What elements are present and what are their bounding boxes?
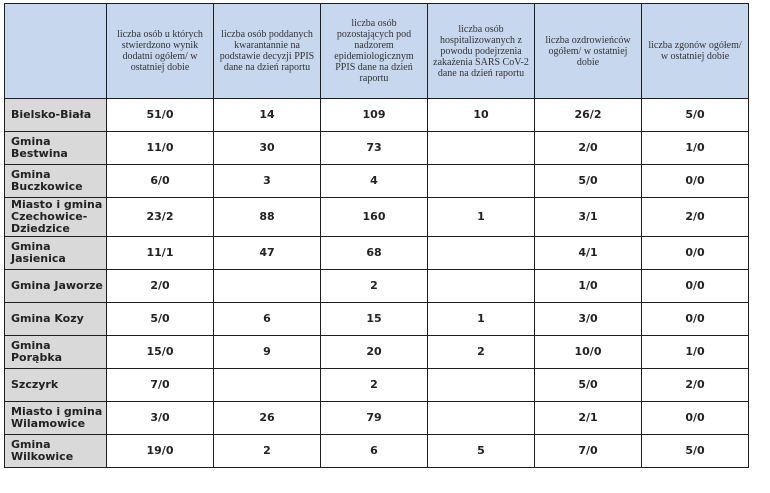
table-row: Gmina Jasienica 11/1 47 68 4/1 0/0 xyxy=(4,236,749,270)
hospitalized-cell: 1 xyxy=(427,302,535,336)
positive-cell: 2/0 xyxy=(106,269,214,303)
header-positive-cases: liczba osób u których stwierdzono wynik … xyxy=(106,3,214,99)
header-hospitalized: liczba osób hospitalizowanych z powodu p… xyxy=(427,3,535,99)
recovered-cell: 10/0 xyxy=(534,335,642,369)
deaths-cell: 2/0 xyxy=(641,197,749,237)
table-row: Gmina Bestwina 11/0 30 73 2/0 1/0 xyxy=(4,131,749,165)
table-row: Miasto i gmina Czechowice-Dziedzice 23/2… xyxy=(4,197,749,237)
municipality-name: Miasto i gmina Czechowice-Dziedzice xyxy=(4,197,107,237)
positive-cell: 5/0 xyxy=(106,302,214,336)
hospitalized-cell: 5 xyxy=(427,434,535,468)
surveillance-cell: 20 xyxy=(320,335,428,369)
header-quarantine: liczba osób poddanych kwarantannie na po… xyxy=(213,3,321,99)
surveillance-cell: 2 xyxy=(320,269,428,303)
surveillance-cell: 6 xyxy=(320,434,428,468)
municipality-name: Gmina Jasienica xyxy=(4,236,107,270)
surveillance-cell: 2 xyxy=(320,368,428,402)
deaths-cell: 5/0 xyxy=(641,434,749,468)
surveillance-cell: 4 xyxy=(320,164,428,198)
positive-cell: 6/0 xyxy=(106,164,214,198)
header-row: liczba osób u których stwierdzono wynik … xyxy=(4,3,749,99)
municipality-name: Gmina Kozy xyxy=(4,302,107,336)
positive-cell: 11/1 xyxy=(106,236,214,270)
municipality-name: Gmina Jaworze xyxy=(4,269,107,303)
quarantine-cell: 88 xyxy=(213,197,321,237)
hospitalized-cell xyxy=(427,131,535,165)
surveillance-cell: 160 xyxy=(320,197,428,237)
positive-cell: 11/0 xyxy=(106,131,214,165)
header-surveillance: liczba osób pozostających pod nadzorem e… xyxy=(320,3,428,99)
hospitalized-cell: 1 xyxy=(427,197,535,237)
deaths-cell: 1/0 xyxy=(641,335,749,369)
municipality-name: Miasto i gmina Wilamowice xyxy=(4,401,107,435)
quarantine-cell: 6 xyxy=(213,302,321,336)
hospitalized-cell xyxy=(427,269,535,303)
recovered-cell: 5/0 xyxy=(534,368,642,402)
municipality-name: Gmina Porąbka xyxy=(4,335,107,369)
surveillance-cell: 79 xyxy=(320,401,428,435)
recovered-cell: 26/2 xyxy=(534,98,642,132)
quarantine-cell: 3 xyxy=(213,164,321,198)
deaths-cell: 0/0 xyxy=(641,302,749,336)
municipality-name: Bielsko-Biała xyxy=(4,98,107,132)
recovered-cell: 2/1 xyxy=(534,401,642,435)
quarantine-cell: 9 xyxy=(213,335,321,369)
table-row: Gmina Porąbka 15/0 9 20 2 10/0 1/0 xyxy=(4,335,749,369)
surveillance-cell: 73 xyxy=(320,131,428,165)
quarantine-cell xyxy=(213,368,321,402)
recovered-cell: 2/0 xyxy=(534,131,642,165)
table-row: Bielsko-Biała 51/0 14 109 10 26/2 5/0 xyxy=(4,98,749,132)
municipality-name: Gmina Bestwina xyxy=(4,131,107,165)
header-recovered: liczba ozdrowieńców ogółem/ w ostatniej … xyxy=(534,3,642,99)
quarantine-cell: 47 xyxy=(213,236,321,270)
hospitalized-cell xyxy=(427,164,535,198)
deaths-cell: 0/0 xyxy=(641,236,749,270)
municipality-name: Szczyrk xyxy=(4,368,107,402)
hospitalized-cell xyxy=(427,401,535,435)
deaths-cell: 1/0 xyxy=(641,131,749,165)
recovered-cell: 1/0 xyxy=(534,269,642,303)
municipality-name: Gmina Wilkowice xyxy=(4,434,107,468)
hospitalized-cell: 10 xyxy=(427,98,535,132)
header-deaths: liczba zgonów ogółem/ w ostatniej dobie xyxy=(641,3,749,99)
deaths-cell: 2/0 xyxy=(641,368,749,402)
positive-cell: 19/0 xyxy=(106,434,214,468)
table-row: Gmina Jaworze 2/0 2 1/0 0/0 xyxy=(4,269,749,303)
table-row: Gmina Kozy 5/0 6 15 1 3/0 0/0 xyxy=(4,302,749,336)
surveillance-cell: 15 xyxy=(320,302,428,336)
recovered-cell: 4/1 xyxy=(534,236,642,270)
surveillance-cell: 68 xyxy=(320,236,428,270)
quarantine-cell: 14 xyxy=(213,98,321,132)
positive-cell: 3/0 xyxy=(106,401,214,435)
quarantine-cell: 2 xyxy=(213,434,321,468)
recovered-cell: 3/1 xyxy=(534,197,642,237)
municipality-name: Gmina Buczkowice xyxy=(4,164,107,198)
covid-table-container: liczba osób u których stwierdzono wynik … xyxy=(4,3,749,468)
table-row: Gmina Wilkowice 19/0 2 6 5 7/0 5/0 xyxy=(4,434,749,468)
table-row: Gmina Buczkowice 6/0 3 4 5/0 0/0 xyxy=(4,164,749,198)
deaths-cell: 0/0 xyxy=(641,164,749,198)
recovered-cell: 7/0 xyxy=(534,434,642,468)
hospitalized-cell xyxy=(427,368,535,402)
recovered-cell: 5/0 xyxy=(534,164,642,198)
table-row: Miasto i gmina Wilamowice 3/0 26 79 2/1 … xyxy=(4,401,749,435)
quarantine-cell: 26 xyxy=(213,401,321,435)
positive-cell: 51/0 xyxy=(106,98,214,132)
hospitalized-cell: 2 xyxy=(427,335,535,369)
surveillance-cell: 109 xyxy=(320,98,428,132)
recovered-cell: 3/0 xyxy=(534,302,642,336)
deaths-cell: 0/0 xyxy=(641,401,749,435)
quarantine-cell: 30 xyxy=(213,131,321,165)
positive-cell: 7/0 xyxy=(106,368,214,402)
table-row: Szczyrk 7/0 2 5/0 2/0 xyxy=(4,368,749,402)
positive-cell: 23/2 xyxy=(106,197,214,237)
deaths-cell: 5/0 xyxy=(641,98,749,132)
quarantine-cell xyxy=(213,269,321,303)
covid-stats-table: liczba osób u których stwierdzono wynik … xyxy=(4,3,749,468)
deaths-cell: 0/0 xyxy=(641,269,749,303)
positive-cell: 15/0 xyxy=(106,335,214,369)
header-corner-cell xyxy=(4,3,107,99)
hospitalized-cell xyxy=(427,236,535,270)
